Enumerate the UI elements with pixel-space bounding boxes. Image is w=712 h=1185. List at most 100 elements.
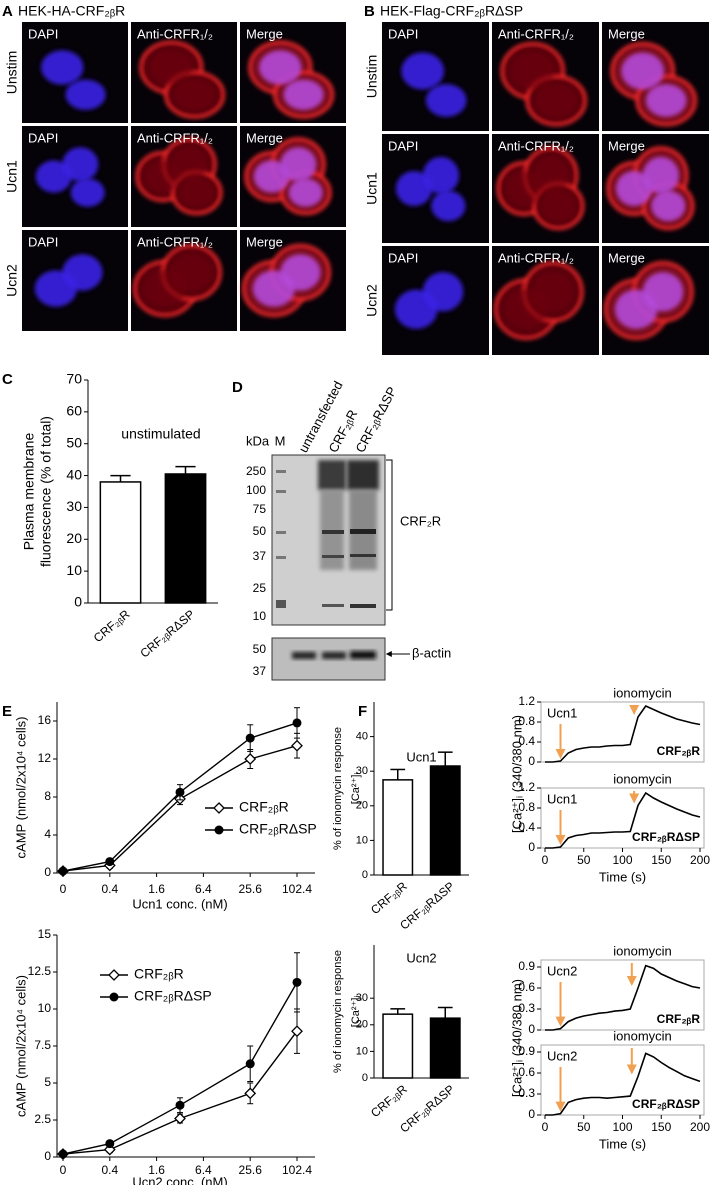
y-tick-label: 16: [38, 713, 52, 727]
nucleus: [280, 254, 321, 291]
tile-label: DAPI: [388, 138, 418, 153]
tile-label: Anti-CRFR₁/₂: [137, 234, 213, 249]
y-tick-label: 0.8: [518, 800, 535, 814]
x-tick-label: 102.4: [282, 882, 312, 896]
tile-label: DAPI: [28, 130, 58, 145]
micrograph: Merge: [602, 22, 709, 131]
y-axis-label: % of ionomycin response: [332, 950, 344, 1073]
y-tick-label: 30: [356, 765, 368, 777]
event-label: ionomycin: [613, 685, 672, 700]
y-axis-label: [Ca²⁺]ᵢ: [350, 773, 362, 805]
marker: [58, 1149, 68, 1159]
tile-label: Merge: [246, 26, 283, 41]
bar: [99, 481, 142, 604]
y-axis-label: fluorescence (% of total): [38, 416, 54, 567]
y-tick-label: 1.2: [518, 694, 535, 708]
x-tick-label: 25.6: [239, 1163, 263, 1177]
marker-label: 50: [253, 524, 267, 538]
marker: [175, 787, 185, 797]
marker: [174, 1112, 186, 1125]
event-label: ionomycin: [613, 771, 672, 786]
series-label: CRF₂ᵦRΔSP: [632, 1097, 700, 1111]
x-tick-label: 6.4: [195, 882, 212, 896]
tile-label: DAPI: [388, 250, 418, 265]
unit-label: kDa: [246, 433, 270, 448]
nucleus: [651, 190, 686, 222]
tile-label: Anti-CRFR₁/₂: [498, 26, 574, 41]
tile-label: Anti-CRFR₁/₂: [498, 250, 574, 265]
y-tick-label: 0: [528, 1107, 535, 1121]
event-label: Ucn2: [547, 1048, 577, 1063]
nucleus: [642, 272, 684, 312]
nucleus: [422, 156, 460, 194]
nucleus: [541, 190, 576, 222]
bar: [429, 1017, 461, 1079]
micrograph: Anti-CRFR₁/₂: [131, 230, 237, 331]
nucleus: [621, 52, 665, 90]
marker: [245, 733, 255, 743]
tile-label: Anti-CRFR₁/₂: [137, 130, 213, 145]
x-tick-label: 100: [612, 853, 632, 867]
y-tick-label: 0: [528, 754, 535, 768]
y-tick-label: 40: [66, 466, 82, 482]
marker: [291, 1025, 303, 1038]
y-tick-label: 0: [528, 840, 535, 854]
y-tick-label: 0: [44, 865, 51, 879]
y-tick-label: 0.8: [518, 714, 535, 728]
micrograph: DAPI: [382, 134, 489, 243]
nucleus: [288, 178, 323, 207]
x-tick-label: 1.6: [148, 1163, 165, 1177]
x-tick-label: 0: [60, 882, 67, 896]
micrograph: Anti-CRFR₁/₂: [492, 22, 599, 131]
tile-label: Anti-CRFR₁/₂: [137, 26, 213, 41]
marker: [244, 753, 257, 765]
micrograph: Merge: [240, 22, 346, 123]
marker-label: 10: [253, 609, 267, 623]
chart-title: Ucn1: [406, 749, 436, 764]
y-tick-label: 1.2: [518, 780, 535, 794]
y-tick-label: 20: [356, 1019, 368, 1031]
event-label: Ucn1: [547, 705, 577, 720]
y-tick-label: 4: [44, 827, 51, 841]
y-tick-label: 0: [74, 594, 82, 610]
y-tick-label: 0: [528, 1022, 535, 1036]
y-tick-label: 30: [356, 992, 368, 1004]
y-tick-label: 0.4: [518, 734, 535, 748]
nucleus: [645, 84, 687, 117]
marker-label: 37: [253, 664, 267, 678]
y-tick-label: 7.5: [34, 1038, 51, 1052]
y-tick-label: 20: [356, 800, 368, 812]
marker-label: 37: [253, 549, 267, 563]
x-tick-label: 0.4: [101, 1163, 118, 1177]
event-label: ionomycin: [613, 943, 672, 958]
y-tick-label: 8: [44, 789, 51, 803]
x-tick-label: 200: [690, 1120, 710, 1134]
series-line: [62, 1030, 298, 1155]
nucleus: [150, 50, 193, 85]
annotation: unstimulated: [121, 426, 200, 442]
marker: [244, 1087, 257, 1100]
y-tick-label: 10: [66, 562, 82, 578]
marker: [292, 718, 302, 728]
x-tick-label: 0: [542, 853, 549, 867]
tile-label: DAPI: [28, 234, 58, 249]
tile-label: Merge: [608, 138, 645, 153]
series-line: [545, 791, 701, 849]
marker: [175, 1100, 185, 1110]
legend-label: CRF₂ᵦRΔSP: [134, 988, 212, 1004]
y-tick-label: 0.9: [518, 1044, 535, 1058]
nucleus: [171, 147, 208, 182]
y-tick-label: 0.3: [518, 1086, 535, 1100]
row-label: Unstim: [364, 55, 380, 99]
nucleus: [532, 272, 574, 312]
series-label: CRF₂ᵦRΔSP: [632, 830, 700, 844]
nucleus: [425, 84, 467, 117]
row-label: Unstim: [4, 51, 20, 95]
x-tick-label: 1.6: [148, 882, 165, 896]
nucleus: [171, 254, 212, 291]
row-label: Ucn1: [4, 160, 20, 193]
micrograph: Merge: [602, 246, 709, 355]
x-axis-label: Time (s): [599, 1136, 646, 1151]
nucleus: [65, 79, 106, 110]
